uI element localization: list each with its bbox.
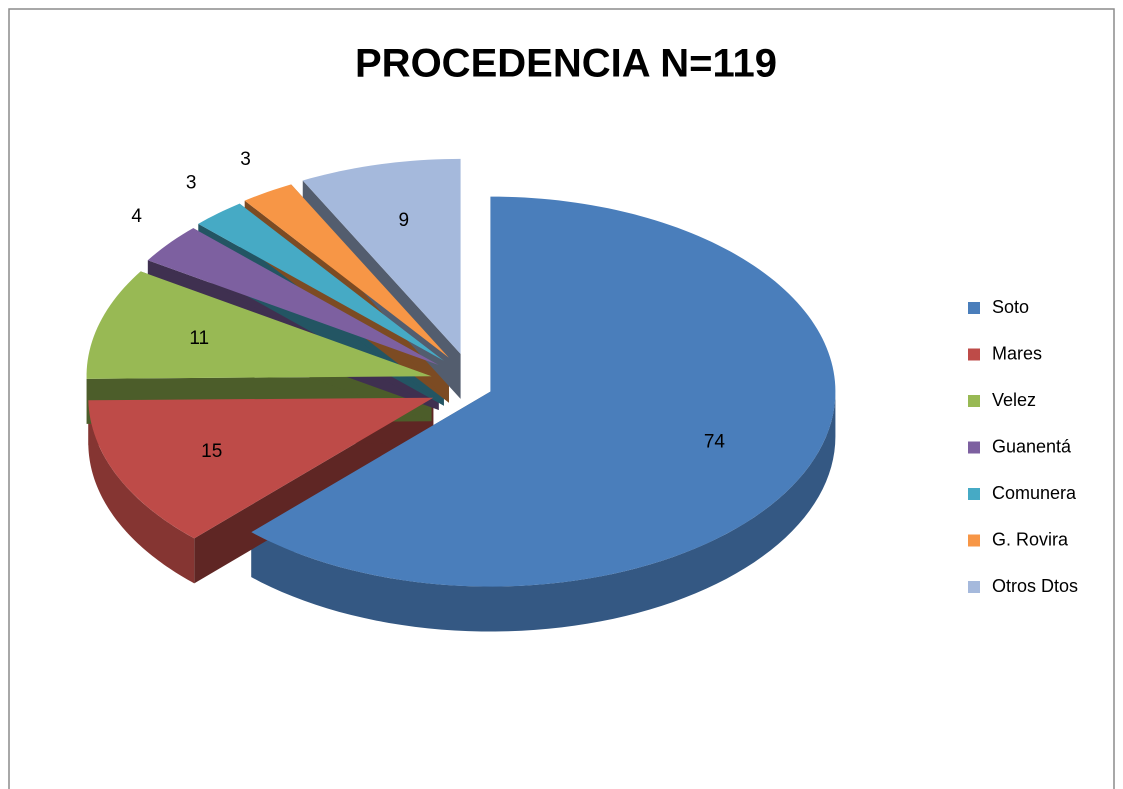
pie-slice bbox=[147, 228, 439, 366]
legend-label: Soto bbox=[992, 297, 1029, 317]
slice-side bbox=[251, 391, 836, 632]
chart-title: PROCEDENCIA N=119 bbox=[355, 42, 777, 86]
slice-side bbox=[88, 400, 195, 584]
slice-wall bbox=[194, 397, 434, 584]
data-label: 74 bbox=[704, 432, 726, 453]
data-label: 3 bbox=[240, 149, 251, 170]
data-label: 3 bbox=[186, 173, 197, 194]
legend-label: Comunera bbox=[992, 483, 1077, 503]
pie-tops bbox=[86, 158, 836, 587]
data-label: 15 bbox=[201, 441, 222, 462]
legend-label: Guanentá bbox=[992, 436, 1072, 456]
legend-label: Otros Dtos bbox=[992, 576, 1078, 596]
legend-swatch bbox=[968, 488, 980, 500]
pie-slice bbox=[244, 184, 449, 358]
pie-slice bbox=[86, 271, 432, 379]
data-label: 11 bbox=[189, 328, 209, 349]
legend-label: G. Rovira bbox=[992, 529, 1069, 549]
data-label: 9 bbox=[398, 210, 409, 231]
legend-label: Mares bbox=[992, 343, 1042, 363]
legend-label: Velez bbox=[992, 390, 1036, 410]
legend-swatch bbox=[968, 581, 980, 593]
data-labels: 74 15 11 4 3 3 9 bbox=[131, 149, 725, 462]
pie-slice bbox=[302, 158, 461, 354]
legend-swatch bbox=[968, 348, 980, 361]
pie-slice bbox=[251, 196, 836, 587]
legend: Soto Mares Velez Guanentá Comunera G. Rovira O… bbox=[968, 297, 1078, 596]
legend-swatch bbox=[968, 395, 980, 407]
pie-slice bbox=[198, 203, 444, 361]
pie-slice bbox=[88, 397, 434, 539]
chart-frame bbox=[8, 8, 1115, 789]
legend-swatch bbox=[968, 534, 980, 547]
data-label: 4 bbox=[131, 206, 142, 227]
legend-swatch bbox=[968, 302, 980, 314]
legend-swatch bbox=[968, 441, 980, 454]
